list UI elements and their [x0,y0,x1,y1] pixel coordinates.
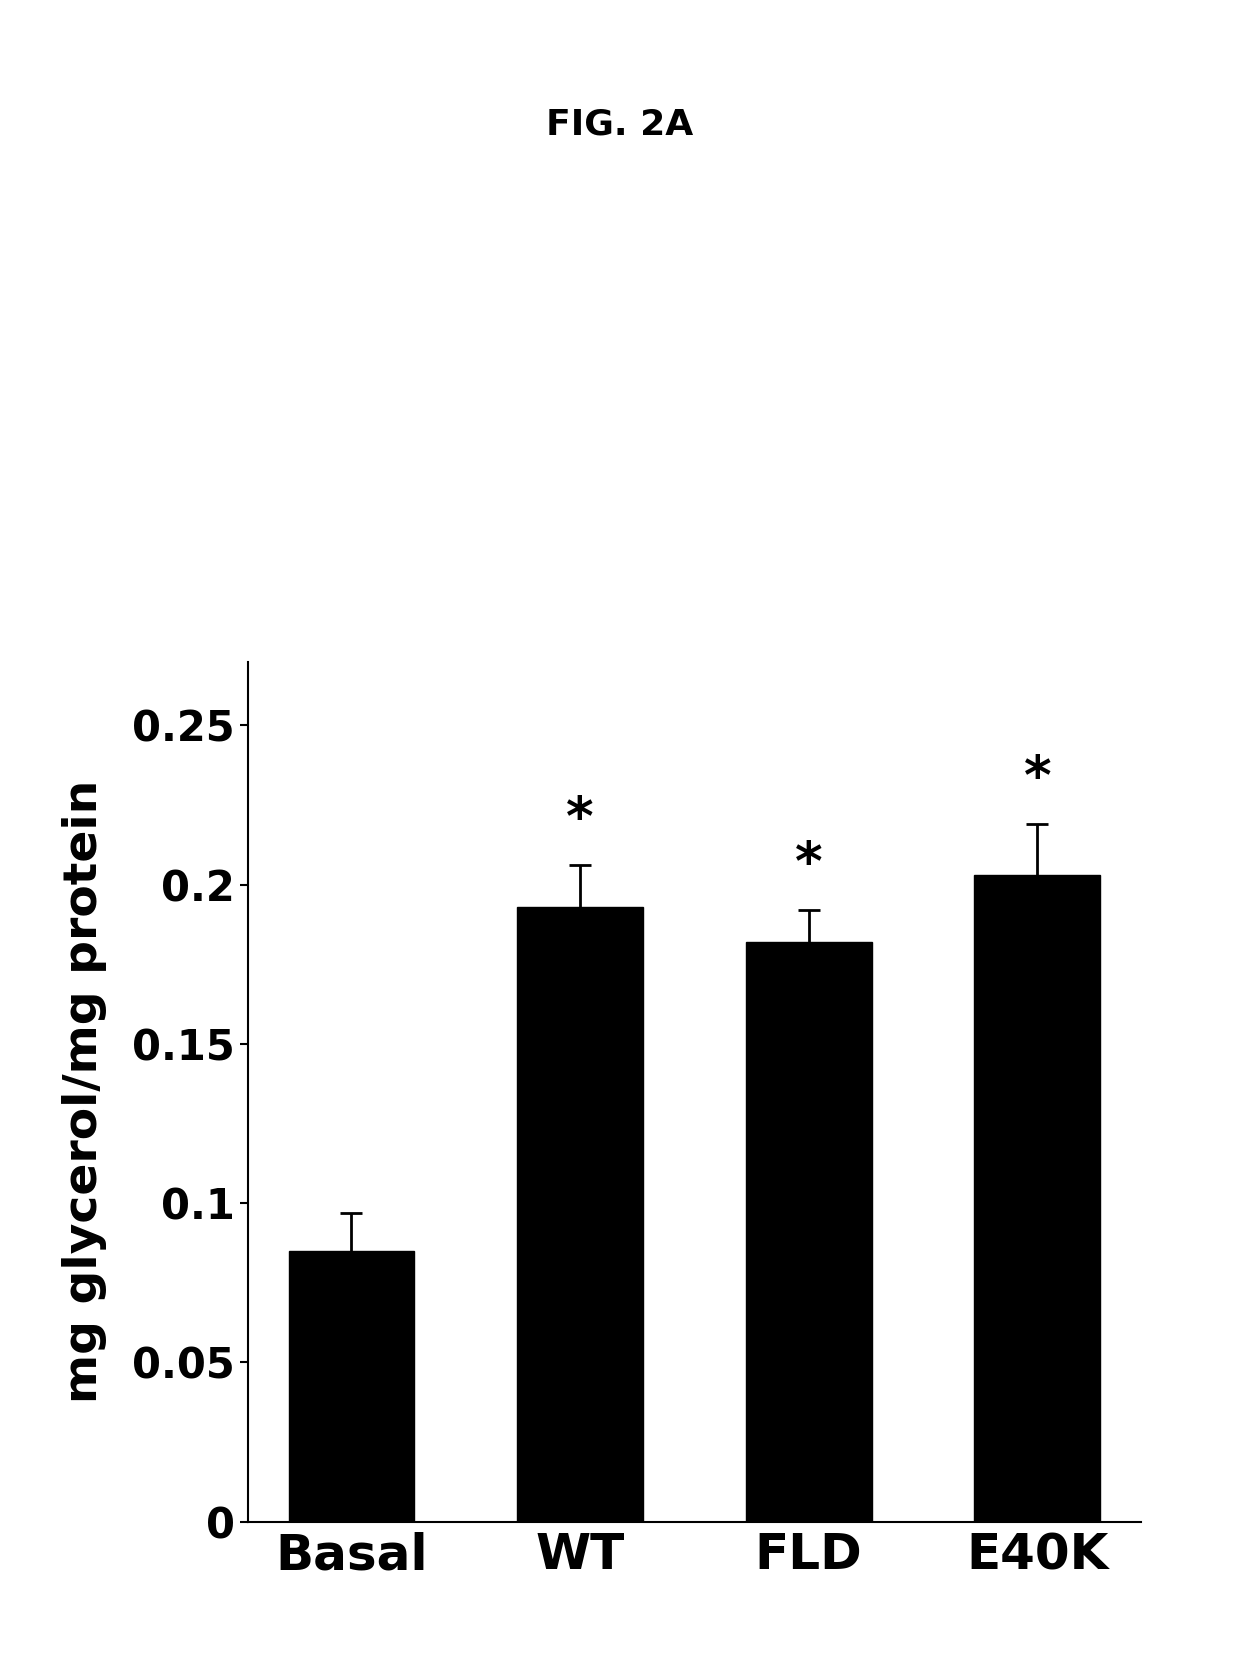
Bar [289,1250,414,1522]
Text: *: * [795,839,822,892]
Text: *: * [1023,753,1052,805]
Text: FIG. 2A: FIG. 2A [547,108,693,142]
Text: *: * [567,794,594,847]
Bar [517,906,644,1522]
Bar [745,941,872,1522]
Bar [975,875,1100,1522]
Y-axis label: mg glycerol/mg protein: mg glycerol/mg protein [62,781,107,1403]
